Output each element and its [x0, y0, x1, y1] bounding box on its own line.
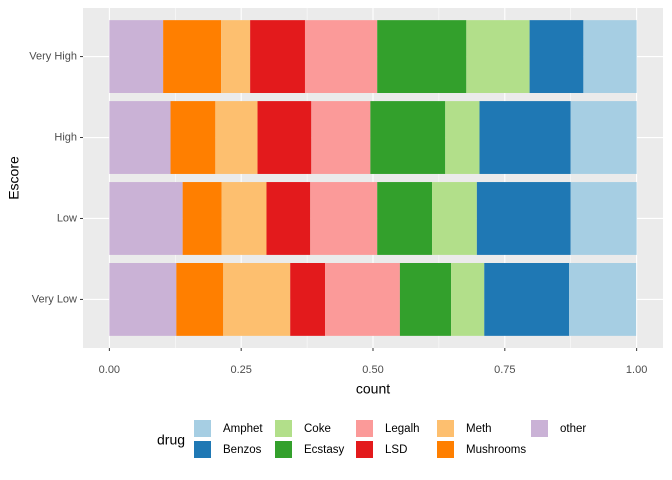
bar-segment [290, 263, 326, 336]
x-tick-label: 0.75 [494, 364, 515, 376]
legend-key [531, 420, 548, 437]
bar-segment [432, 182, 477, 255]
bar-segment [304, 20, 378, 94]
x-tick-label: 1.00 [626, 364, 647, 376]
bar-segment [479, 101, 571, 174]
bar-segment [583, 20, 637, 94]
bar-segment [223, 263, 291, 336]
bar-segment [221, 20, 251, 94]
bar-segment [310, 182, 378, 255]
bar-segment [529, 20, 584, 94]
bar-segment [109, 101, 171, 174]
bar-segment [466, 20, 530, 94]
y-axis-title: Escore [6, 156, 22, 200]
bar-segment [484, 263, 570, 336]
legend-label: other [560, 423, 586, 435]
legend-label: LSD [385, 444, 407, 456]
bar-segment [170, 101, 216, 174]
legend-label: Legalh [385, 423, 420, 435]
bar-segment [221, 182, 267, 255]
bar-segment [163, 20, 222, 94]
legend-label: Mushrooms [466, 444, 526, 456]
bar-segment [570, 101, 637, 174]
bar-segment [176, 263, 224, 336]
bar-segment [109, 182, 183, 255]
bar-segment [182, 182, 222, 255]
bar-segment [445, 101, 480, 174]
bar-segment [250, 20, 305, 94]
x-tick-label: 0.00 [99, 364, 120, 376]
bar-segment [215, 101, 258, 174]
bar-segment [311, 101, 371, 174]
bar-segment [569, 263, 637, 336]
bar-segment [109, 263, 177, 336]
legend-label: Ecstasy [304, 444, 345, 456]
legend-key [194, 420, 211, 437]
bar-segment [109, 20, 164, 94]
legend-key [437, 420, 454, 437]
bar-segment [370, 101, 446, 174]
x-tick-label: 0.25 [230, 364, 251, 376]
bar-segment [399, 263, 452, 336]
legend-key [194, 441, 211, 458]
bar-segment [266, 182, 311, 255]
bar-segment [325, 263, 400, 336]
legend-key [356, 420, 373, 437]
bar-segment [476, 182, 571, 255]
y-tick-label: Low [57, 212, 77, 224]
legend-title: drug [157, 432, 185, 448]
x-tick-label: 0.50 [362, 364, 383, 376]
bar-segment [257, 101, 312, 174]
bar-segment [377, 20, 467, 94]
bar-segment [570, 182, 637, 255]
x-axis-title: count [356, 381, 390, 397]
legend-label: Amphet [223, 423, 263, 435]
legend-label: Benzos [223, 444, 262, 456]
bar-segment [451, 263, 485, 336]
legend-key [356, 441, 373, 458]
bar-segment [377, 182, 433, 255]
legend-key [275, 420, 292, 437]
legend-key [437, 441, 454, 458]
y-tick-label: High [54, 131, 77, 143]
legend-key [275, 441, 292, 458]
y-tick-label: Very High [29, 50, 77, 62]
legend-label: Coke [304, 423, 331, 435]
y-tick-label: Very Low [32, 293, 77, 305]
legend-label: Meth [466, 423, 492, 435]
